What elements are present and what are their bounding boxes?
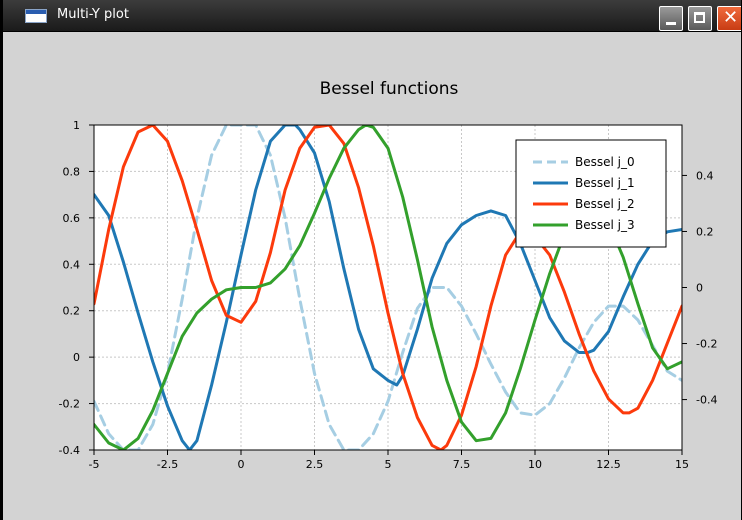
y-axis-left: -0.4 -0.2 0 0.2 0.4 0.6 0.8 1 bbox=[59, 119, 94, 457]
y-tick-label: 0.4 bbox=[63, 258, 81, 271]
legend-label: Bessel j_3 bbox=[575, 218, 635, 232]
x-tick-label: -5 bbox=[89, 458, 100, 471]
x-axis: -5 -2.5 0 2.5 5 7.5 10 12.5 15 bbox=[89, 450, 689, 471]
x-tick-label: 0 bbox=[238, 458, 245, 471]
plot-frame bbox=[93, 124, 683, 451]
title-bar[interactable]: Multi-Y plot ✕ bbox=[3, 0, 741, 32]
y-tick-label: 0.2 bbox=[63, 305, 81, 318]
maximize-button[interactable] bbox=[688, 6, 712, 31]
app-window-icon bbox=[25, 9, 47, 23]
x-tick-label: 5 bbox=[385, 458, 392, 471]
chart: Bessel functions -5 -2.5 0 2.5 5 7.5 10 12.5 15 … bbox=[59, 79, 718, 471]
y2-tick-label: 0.4 bbox=[696, 169, 714, 182]
y-tick-label: 0.8 bbox=[63, 165, 81, 178]
maximize-icon bbox=[694, 12, 705, 23]
window-title: Multi-Y plot bbox=[57, 7, 129, 22]
x-tick-label: 12.5 bbox=[596, 458, 621, 471]
y-tick-label: 1 bbox=[73, 119, 80, 132]
chart-title: Bessel functions bbox=[320, 79, 459, 99]
y2-tick-label: 0.2 bbox=[696, 225, 714, 238]
y2-tick-label: -0.4 bbox=[696, 394, 717, 407]
x-tick-label: -2.5 bbox=[157, 458, 178, 471]
y2-tick-label: 0 bbox=[696, 282, 703, 295]
series-line-0 bbox=[94, 125, 682, 450]
minimize-button[interactable] bbox=[659, 6, 683, 31]
legend-label: Bessel j_1 bbox=[575, 176, 635, 190]
y-tick-label: -0.4 bbox=[59, 444, 80, 457]
y-tick-label: -0.2 bbox=[59, 398, 80, 411]
minimize-icon bbox=[666, 22, 676, 25]
x-tick-label: 10 bbox=[528, 458, 542, 471]
y-tick-label: 0.6 bbox=[63, 212, 81, 225]
close-icon: ✕ bbox=[722, 7, 739, 28]
x-tick-label: 15 bbox=[675, 458, 689, 471]
y-axis-right: -0.4 -0.2 0 0.2 0.4 bbox=[682, 169, 717, 407]
y2-tick-label: -0.2 bbox=[696, 338, 717, 351]
legend-box bbox=[515, 139, 667, 248]
close-button[interactable]: ✕ bbox=[717, 6, 741, 31]
legend: Bessel j_0 Bessel j_1 Bessel j_2 Bessel j_3 bbox=[515, 139, 667, 248]
x-tick-label: 2.5 bbox=[306, 458, 324, 471]
y-tick-label: 0 bbox=[73, 351, 80, 364]
x-tick-label: 7.5 bbox=[453, 458, 471, 471]
legend-label: Bessel j_2 bbox=[575, 197, 635, 211]
series-line-2 bbox=[94, 125, 682, 450]
legend-label: Bessel j_0 bbox=[575, 155, 635, 169]
